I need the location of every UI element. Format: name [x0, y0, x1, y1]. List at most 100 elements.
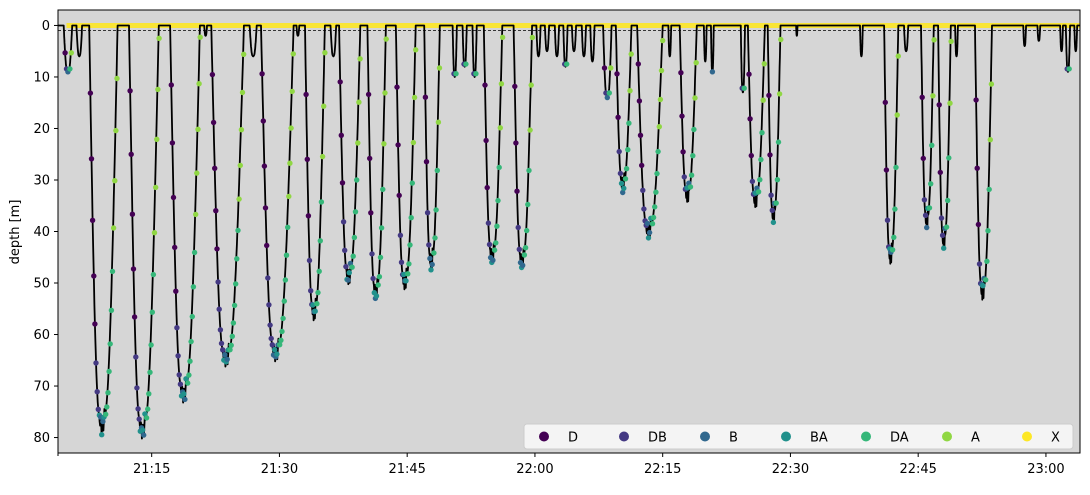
phase-point-d — [937, 169, 943, 176]
legend-marker-a — [942, 431, 952, 442]
phase-point-d — [512, 83, 518, 90]
legend-label-x: X — [1051, 431, 1060, 446]
phase-point-db — [218, 340, 225, 347]
phase-point-da — [406, 261, 412, 267]
phase-point-d — [767, 152, 773, 158]
phase-point-ba — [139, 427, 146, 433]
phase-point-db — [424, 210, 431, 216]
phase-point-a — [322, 50, 328, 56]
phase-point-da — [773, 200, 779, 206]
phase-point-a — [288, 125, 294, 131]
phase-point-db — [369, 251, 375, 257]
phase-point-a — [286, 193, 292, 200]
phase-point-da — [104, 404, 110, 410]
phase-point-a — [287, 160, 293, 166]
phase-point-da — [655, 148, 661, 155]
phase-point-a — [497, 125, 503, 131]
phase-point-d — [396, 192, 402, 199]
phase-point-a — [895, 53, 901, 59]
phase-point-d — [303, 91, 309, 98]
phase-point-a — [761, 61, 767, 67]
phase-point-da — [433, 207, 439, 213]
phase-point-ba — [980, 283, 986, 289]
phase-point-b — [924, 224, 930, 231]
phase-point-db — [749, 178, 756, 185]
phase-point-a — [153, 184, 159, 191]
phase-point-da — [522, 245, 529, 251]
axes-layer: 0 10 20 30 40 50 60 70 80 21:15 21:30 21:45 22:00 22:… — [33, 19, 1064, 477]
phase-point-da — [929, 142, 935, 148]
phase-point-da — [649, 221, 656, 227]
phase-point-d — [209, 71, 216, 78]
phase-point-db — [133, 354, 139, 360]
phase-point-d — [128, 151, 134, 157]
phase-point-a — [894, 112, 900, 118]
phase-point-da — [524, 227, 530, 234]
x-tick-label: 21:30 — [261, 462, 298, 477]
phase-point-a — [499, 34, 506, 40]
phase-point-ba — [373, 293, 380, 299]
phase-point-db — [343, 263, 349, 270]
phase-point-db — [617, 170, 624, 177]
phase-point-da — [188, 338, 194, 345]
phase-point-a — [238, 127, 245, 133]
phase-point-db — [398, 259, 405, 265]
phase-points-layer — [62, 34, 1072, 438]
phase-point-a — [355, 140, 361, 146]
phase-point-da — [67, 66, 73, 72]
phase-point-d — [367, 155, 373, 162]
phase-point-a — [156, 35, 162, 41]
phase-point-db — [175, 353, 181, 359]
phase-point-da — [148, 342, 154, 348]
legend-label-da: DA — [890, 431, 909, 446]
phase-point-d — [365, 91, 372, 98]
phase-point-b — [709, 69, 716, 75]
phase-point-d — [637, 132, 644, 138]
phase-point-a — [657, 96, 664, 103]
phase-point-da — [233, 281, 239, 287]
legend-box — [523, 423, 1074, 450]
phase-point-a — [693, 60, 699, 66]
phase-point-d — [919, 94, 925, 101]
phase-point-d — [974, 165, 980, 171]
phase-point-da — [688, 172, 695, 178]
phase-point-db — [265, 275, 271, 281]
phase-point-da — [352, 209, 359, 215]
phase-point-a — [110, 225, 117, 231]
phase-point-a — [628, 51, 634, 57]
phase-point-db — [136, 416, 142, 422]
phase-point-db — [884, 217, 891, 223]
phase-point-db — [220, 347, 226, 353]
phase-point-db — [769, 207, 775, 213]
phase-point-a — [498, 81, 505, 87]
phase-point-da — [231, 302, 238, 309]
phase-point-d — [975, 221, 982, 228]
phase-point-ba — [346, 270, 352, 276]
phase-point-a — [529, 34, 536, 41]
phase-point-d — [484, 184, 490, 191]
phase-point-d — [210, 119, 217, 126]
phase-point-da — [775, 139, 782, 145]
phase-point-a — [237, 162, 243, 169]
phase-point-da — [103, 411, 109, 417]
phase-point-da — [143, 415, 150, 421]
phase-point-d — [262, 205, 269, 211]
phase-point-ba — [428, 267, 434, 273]
phase-point-da — [741, 85, 747, 91]
phase-point-db — [266, 302, 272, 308]
phase-point-da — [108, 307, 115, 313]
phase-point-a — [195, 126, 201, 132]
phase-point-a — [435, 119, 442, 125]
phase-point-a — [411, 94, 418, 101]
phase-point-d — [168, 82, 174, 88]
phase-point-ba — [312, 308, 318, 314]
phase-point-d — [635, 61, 641, 67]
phase-point-da — [283, 252, 290, 258]
phase-point-db — [177, 381, 184, 387]
phase-point-da — [626, 120, 632, 126]
phase-point-db — [269, 342, 275, 348]
phase-point-da — [432, 235, 438, 241]
phase-point-d — [338, 132, 344, 138]
phase-point-d — [214, 246, 220, 252]
phase-point-da — [757, 177, 763, 183]
